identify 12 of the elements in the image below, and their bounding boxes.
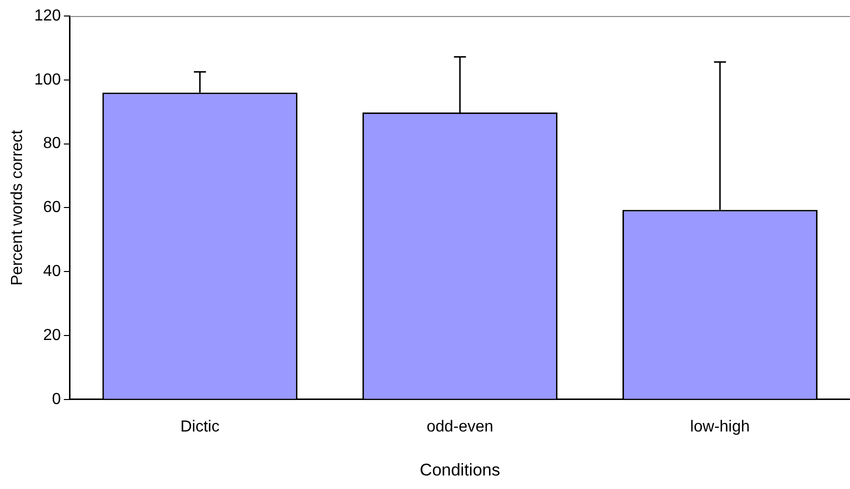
y-tick-label: 40 bbox=[43, 263, 61, 280]
y-tick-label: 100 bbox=[34, 71, 61, 88]
x-tick-label: Dictic bbox=[180, 418, 220, 436]
y-tick-label: 0 bbox=[52, 390, 61, 408]
y-tick-label: 60 bbox=[43, 199, 61, 216]
y-axis-title: Percent words correct bbox=[9, 129, 26, 286]
y-tick-label: 20 bbox=[43, 326, 61, 344]
x-axis-title: Conditions bbox=[420, 460, 500, 480]
y-tick-label: 80 bbox=[43, 135, 61, 152]
y-tick-label: 120 bbox=[34, 7, 61, 24]
x-tick-label: odd-even bbox=[426, 418, 494, 436]
x-tick-label: low-high bbox=[690, 418, 750, 436]
